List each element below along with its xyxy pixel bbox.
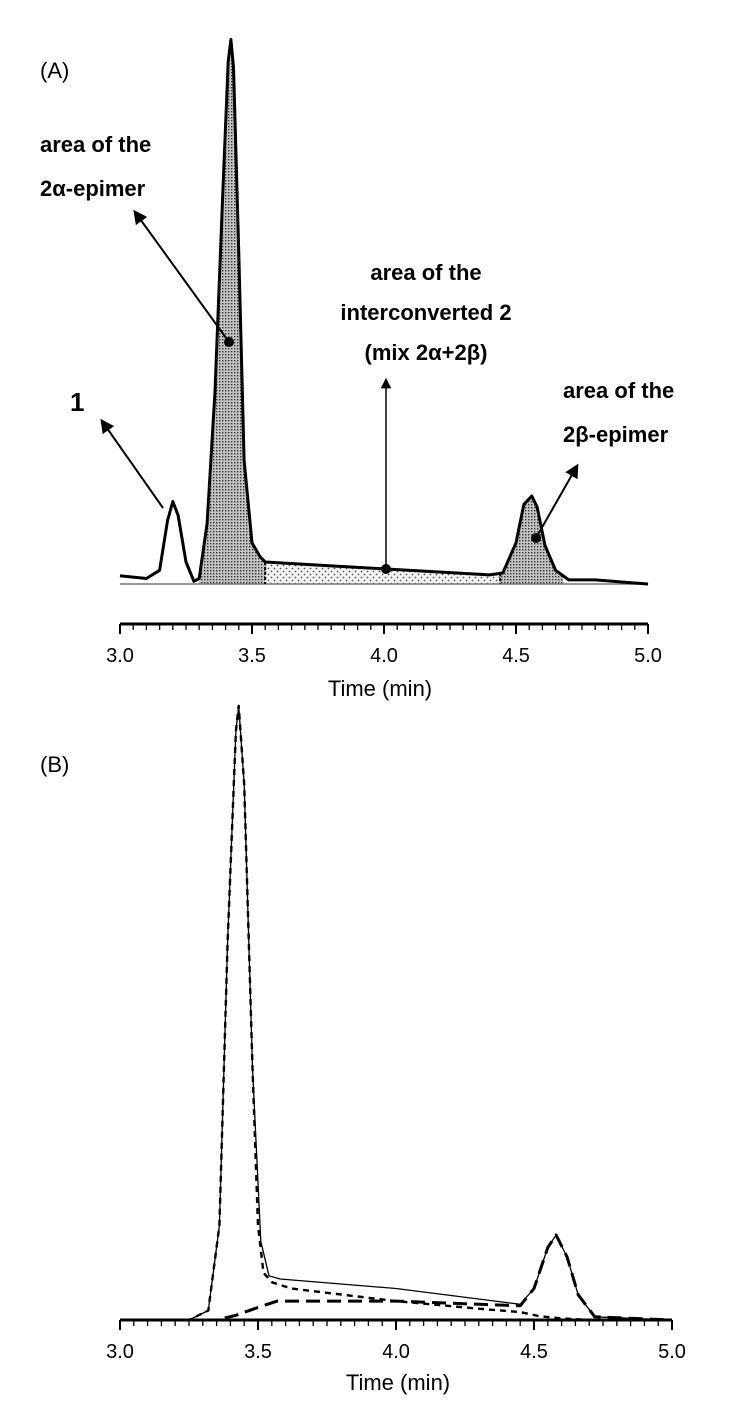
annotation-2beta-line1: area of the — [563, 378, 674, 403]
annotation-peak-1-arrow — [100, 418, 164, 509]
series-line-solid-thin — [120, 705, 673, 1321]
integration-boundaries — [264, 562, 502, 584]
x-axis: 3.0 3.5 4.0 4.5 5.0 — [106, 622, 662, 667]
series-group — [120, 704, 673, 1322]
annotation-peak-1: 1 — [70, 387, 164, 509]
panel-b: (B) 3.0 3.5 4.0 4.5 5.0 Time (min) — [40, 704, 686, 1395]
x-tick-label: 5.0 — [658, 1341, 686, 1363]
panel-a: (A) area of the 2α-epimer area of the in… — [40, 38, 674, 701]
x-axis-title: Time (min) — [346, 1370, 450, 1395]
annotation-2alpha-arrow — [133, 209, 230, 343]
x-tick-label: 3.0 — [106, 1341, 134, 1363]
panel-label-a: (A) — [40, 58, 69, 83]
chromatogram-trace — [119, 38, 649, 586]
annotation-2beta-marker — [531, 533, 541, 543]
series-line-long-dash — [120, 1233, 673, 1322]
panel-label-b: (B) — [40, 752, 69, 777]
annotation-2beta: area of the 2β-epimer — [531, 378, 674, 543]
x-tick-label: 3.0 — [106, 645, 134, 667]
annotation-2beta-line2: 2β-epimer — [563, 422, 669, 447]
annotation-interconverted: area of the interconverted 2 (mix 2α+2β) — [340, 260, 512, 574]
annotation-interconverted-line2: interconverted 2 — [340, 300, 511, 325]
annotation-2alpha-line1: area of the — [40, 132, 151, 157]
annotation-interconverted-marker — [381, 564, 391, 574]
x-tick-label: 5.0 — [634, 645, 662, 667]
annotation-interconverted-line3: (mix 2α+2β) — [365, 340, 488, 365]
annotation-2alpha-marker — [224, 337, 234, 347]
annotation-peak-1-label: 1 — [70, 387, 84, 417]
x-tick-label: 3.5 — [244, 1341, 272, 1363]
series-line-short-dash — [120, 704, 672, 1322]
x-axis: 3.0 3.5 4.0 4.5 5.0 — [106, 1318, 686, 1363]
x-tick-label: 4.0 — [382, 1341, 410, 1363]
annotation-interconverted-line1: area of the — [370, 260, 481, 285]
annotation-2beta-arrow — [535, 463, 579, 539]
x-tick-label: 4.0 — [370, 645, 398, 667]
x-tick-label: 4.5 — [502, 645, 530, 667]
x-tick-label: 4.5 — [520, 1341, 548, 1363]
annotation-2alpha: area of the 2α-epimer — [40, 132, 234, 347]
x-axis-title: Time (min) — [328, 676, 432, 701]
annotation-2alpha-line2: 2α-epimer — [40, 176, 146, 201]
shaded-region — [199, 41, 266, 585]
x-tick-label: 3.5 — [238, 645, 266, 667]
shaded-region — [265, 562, 501, 584]
